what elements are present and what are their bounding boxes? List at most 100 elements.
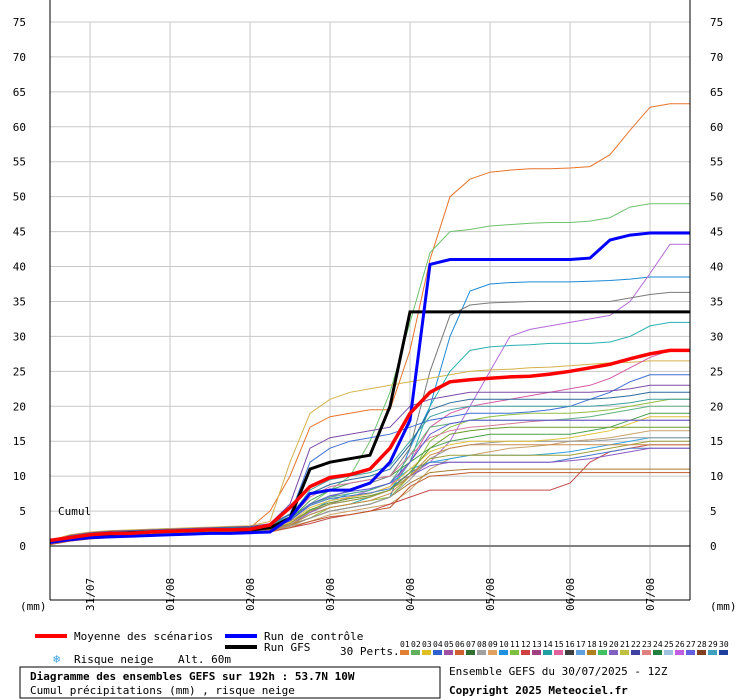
x-tick-label: 03/08 bbox=[324, 578, 337, 611]
pert-legend-number: 23 bbox=[642, 640, 652, 649]
y-tick-label-left: 30 bbox=[13, 330, 26, 343]
pert-legend-number: 06 bbox=[455, 640, 465, 649]
pert-legend-number: 11 bbox=[510, 640, 520, 649]
y-tick-label-right: 5 bbox=[710, 505, 717, 518]
pert-legend-number: 03 bbox=[422, 640, 432, 649]
pert-legend-number: 09 bbox=[488, 640, 498, 649]
pert-legend-number: 08 bbox=[477, 640, 487, 649]
grid bbox=[50, 21, 690, 600]
pert-legend-number: 01 bbox=[400, 640, 410, 649]
footer-title: Diagramme des ensembles GEFS sur 192h : … bbox=[30, 670, 355, 683]
pert-legend-swatch bbox=[543, 650, 552, 655]
pert-legend-swatch bbox=[532, 650, 541, 655]
pert-legend-swatch bbox=[565, 650, 574, 655]
y-tick-label-left: 65 bbox=[13, 86, 26, 99]
y-tick-label-right: 45 bbox=[710, 226, 723, 239]
y-tick-label-right: 0 bbox=[710, 540, 717, 553]
mm-right-label: (mm) bbox=[710, 600, 737, 613]
pert-legend-swatch bbox=[554, 650, 563, 655]
pert-legend-swatch bbox=[433, 650, 442, 655]
footer-run: Ensemble GEFS du 30/07/2025 - 12Z bbox=[449, 665, 668, 678]
pert-legend-swatch bbox=[631, 650, 640, 655]
pert-legend-number: 15 bbox=[554, 640, 564, 649]
pert-legend-swatch bbox=[708, 650, 717, 655]
y-tick-label-left: 60 bbox=[13, 121, 26, 134]
pert-legend-swatch bbox=[422, 650, 431, 655]
y-tick-label-right: 20 bbox=[710, 400, 723, 413]
pert-legend-number: 22 bbox=[631, 640, 641, 649]
pert-legend-number: 30 bbox=[719, 640, 729, 649]
y-tick-label-right: 60 bbox=[710, 121, 723, 134]
perturbation-line bbox=[49, 384, 690, 542]
pert-legend-swatch bbox=[576, 650, 585, 655]
pert-legend-swatch bbox=[510, 650, 519, 655]
y-tick-label-right: 75 bbox=[710, 16, 723, 29]
y-tick-label-right: 15 bbox=[710, 435, 723, 448]
legend: Moyenne des scénarios Run de contrôle Ru… bbox=[35, 630, 729, 666]
pert-legend-number: 18 bbox=[587, 640, 597, 649]
pert-legend-swatch bbox=[609, 650, 618, 655]
pert-legend-swatch bbox=[620, 650, 629, 655]
footer-box bbox=[19, 666, 441, 699]
y-tick-label-right: 30 bbox=[710, 330, 723, 343]
pert-legend-number: 12 bbox=[521, 640, 531, 649]
x-tick-label: 04/08 bbox=[404, 578, 417, 611]
pert-legend-number: 27 bbox=[686, 640, 696, 649]
pert-legend-number: 21 bbox=[620, 640, 630, 649]
y-tick-label-left: 5 bbox=[19, 505, 26, 518]
pert-legend-swatch bbox=[686, 650, 695, 655]
pert-legend-swatch bbox=[719, 650, 728, 655]
y-tick-label-left: 45 bbox=[13, 226, 26, 239]
y-tick-label-left: 75 bbox=[13, 16, 26, 29]
control-run-line bbox=[49, 231, 690, 544]
x-tick-label: 01/08 bbox=[164, 578, 177, 611]
y-tick-label-left: 10 bbox=[13, 470, 26, 483]
y-tick-label-left: 25 bbox=[13, 365, 26, 378]
pert-legend-number: 19 bbox=[598, 640, 608, 649]
series-lines bbox=[49, 103, 690, 546]
y-tick-label-right: 10 bbox=[710, 470, 723, 483]
pert-legend-swatch bbox=[499, 650, 508, 655]
y-tick-label-left: 35 bbox=[13, 295, 26, 308]
pert-legend-number: 07 bbox=[466, 640, 476, 649]
y-tick-label-left: 20 bbox=[13, 400, 26, 413]
pert-legend-swatch bbox=[411, 650, 420, 655]
footer-copyright: Copyright 2025 Meteociel.fr bbox=[449, 684, 628, 697]
pert-legend-number: 17 bbox=[576, 640, 586, 649]
pert-legend-number: 04 bbox=[433, 640, 443, 649]
pert-legend-swatch bbox=[664, 650, 673, 655]
pert-legend-swatch bbox=[488, 650, 497, 655]
y-tick-label-left: 15 bbox=[13, 435, 26, 448]
y-tick-label-right: 40 bbox=[710, 261, 723, 274]
pert-legend-swatch bbox=[697, 650, 706, 655]
mean-line bbox=[49, 348, 690, 543]
y-tick-label-right: 35 bbox=[710, 295, 723, 308]
pert-legend-number: 26 bbox=[675, 640, 685, 649]
pert-legend-swatch bbox=[587, 650, 596, 655]
pert-legend-number: 29 bbox=[708, 640, 718, 649]
pert-legend-swatch bbox=[444, 650, 453, 655]
y-tick-label-left: 0 bbox=[19, 540, 26, 553]
legend-alt-label: Alt. 60m bbox=[178, 653, 231, 666]
x-tick-label: 06/08 bbox=[564, 578, 577, 611]
cumul-label: Cumul bbox=[58, 505, 91, 518]
x-tick-label: 07/08 bbox=[644, 578, 657, 611]
pert-legend-number: 16 bbox=[565, 640, 575, 649]
pert-legend-number: 28 bbox=[697, 640, 707, 649]
snowflake-icon: ❄ bbox=[53, 652, 60, 666]
y-tick-label-left: 50 bbox=[13, 191, 26, 204]
pert-legend-swatch bbox=[455, 650, 464, 655]
legend-mean-label: Moyenne des scénarios bbox=[74, 630, 213, 643]
y-tick-label-right: 25 bbox=[710, 365, 723, 378]
pert-legend-number: 13 bbox=[532, 640, 542, 649]
pert-legend-swatch bbox=[466, 650, 475, 655]
perturbation-legend: 01 02 03 04 05 06 07 08 09 10 11 12 13 14 15 16 17 18 19 20… bbox=[400, 640, 729, 655]
pert-legend-swatch bbox=[598, 650, 607, 655]
pert-legend-number: 25 bbox=[664, 640, 674, 649]
y-tick-label-left: 40 bbox=[13, 261, 26, 274]
pert-legend-number: 10 bbox=[499, 640, 509, 649]
pert-legend-swatch bbox=[653, 650, 662, 655]
